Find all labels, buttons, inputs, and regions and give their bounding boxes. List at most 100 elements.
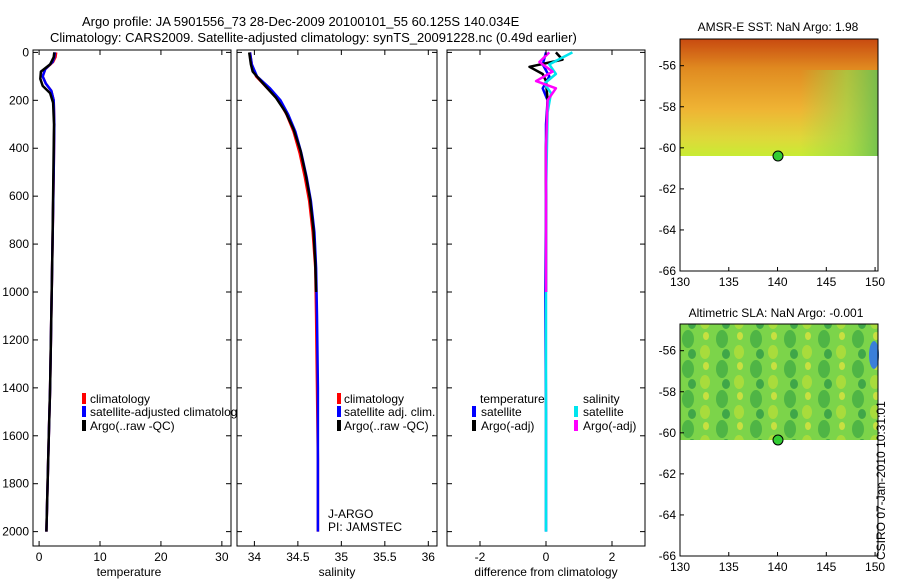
y-tick-label: -66 [659,264,677,278]
y-tick-label: 0 [22,45,29,59]
sst-map-frame [679,38,879,272]
title-line-2: Climatology: CARS2009. Satellite-adjuste… [50,30,577,45]
x-tick-label: 140 [768,560,788,574]
x-tick-label: 145 [816,560,836,574]
footer-stamp: CSIRO 07-Jan-2010 10:31:01 [874,401,888,560]
legend-label-climatology: climatology [344,392,404,406]
legend-swatch-temp-argo [472,420,476,431]
x-tick-label: 145 [816,275,836,289]
y-tick-label: 1400 [2,381,29,395]
salinity-lines [247,52,320,532]
sla-argo-marker [772,434,784,446]
sla-field [680,324,878,440]
legend-label-argo: Argo(..raw -QC) [344,419,429,433]
x-tick-label: -2 [475,550,486,564]
difference-ticks: -2 0 2 [447,50,645,564]
y-tick-label: -66 [659,549,677,563]
sla-map-ticks: 130 135 140 145 150 -56 -58 -60 -62 -64 -66 [659,344,886,574]
sla-map-title: Altimetric SLA: NaN Argo: -0.001 [689,306,864,320]
x-tick-label: 35.5 [373,550,397,564]
difference-panel: -2 0 2 difference from climatology tempera… [446,49,646,579]
legend-swatch-climatology [337,393,341,404]
legend-label-argo: Argo(..raw -QC) [90,419,175,433]
x-tick-label: 30 [215,550,229,564]
sla-map-panel: Altimetric SLA: NaN Argo: -0.001 130 135 1… [659,306,886,574]
x-tick-label: 2 [609,550,616,564]
y-tick-label: -60 [659,426,677,440]
sst-map-panel: AMSR-E SST: NaN Argo: 1.98 130 135 140 145 1… [659,20,886,289]
legend-label-temp-argo: Argo(-adj) [481,419,534,433]
legend-swatch-temp-satellite [472,406,476,417]
annotation-j-argo: J-ARGO [328,507,373,521]
y-tick-label: -62 [659,182,677,196]
legend-label-sal-argo: Argo(-adj) [583,419,636,433]
x-tick-label: 135 [719,560,739,574]
y-tick-label: 600 [9,189,29,203]
salinity-axes-box [236,49,438,547]
x-tick-label: 34.5 [286,550,310,564]
x-tick-label: 130 [670,560,690,574]
x-tick-label: 36 [422,550,436,564]
series-line-salinity-argo-adj [534,51,558,292]
y-tick-label: -60 [659,141,677,155]
x-tick-label: 135 [719,275,739,289]
legend-header-salinity: salinity [583,392,620,406]
y-tick-label: -58 [659,100,677,114]
sla-blue-patch [869,341,879,369]
temperature-ticks: 0 10 20 30 0 200 400 600 800 1000 1200 1400 1600 1800… [2,45,231,564]
difference-legend: temperature salinity satellite Argo(-adj… [472,392,636,433]
y-tick-label: 1200 [2,333,29,347]
difference-lines [528,51,573,532]
legend-swatch-satellite-adj [337,406,341,417]
sst-field-east [800,70,878,156]
sst-argo-marker [772,150,784,162]
temperature-lines [39,52,58,532]
y-tick-label: 2000 [2,525,29,539]
x-tick-label: 10 [93,550,107,564]
series-line-argo-raw-qc [39,52,56,532]
annotation-pi: PI: JAMSTEC [328,520,402,534]
x-tick-label: 0 [36,550,43,564]
sla-map-frame [679,323,879,557]
x-tick-label: 34 [248,550,262,564]
x-tick-label: 140 [768,275,788,289]
y-tick-label: 800 [9,237,29,251]
y-tick-label: -64 [659,223,677,237]
legend-swatch-sal-satellite [574,406,578,417]
salinity-panel: 34 34.5 35 35.5 36 salinity climatology sate… [236,49,438,579]
x-tick-label: 130 [670,275,690,289]
legend-swatch-argo [82,420,86,431]
legend-label-climatology: climatology [90,392,150,406]
y-tick-label: -58 [659,385,677,399]
legend-swatch-argo [337,420,341,431]
y-tick-label: 1000 [2,285,29,299]
y-tick-label: -56 [659,344,677,358]
legend-label-sal-satellite: satellite [583,405,624,419]
difference-xlabel: difference from climatology [474,565,617,579]
legend-swatch-sal-argo [574,420,578,431]
sst-map-ticks: 130 135 140 145 150 -56 -58 -60 -62 -64 -66 [659,59,886,289]
sst-map-title: AMSR-E SST: NaN Argo: 1.98 [698,20,859,34]
x-tick-label: 150 [865,560,885,574]
legend-header-temperature: temperature [480,392,545,406]
y-tick-label: -56 [659,59,677,73]
salinity-legend: climatology satellite adj. clim. Argo(..… [337,392,435,433]
temperature-panel: 0 10 20 30 0 200 400 600 800 1000 1200 1400 1600 1800… [2,45,237,579]
y-tick-label: 400 [9,141,29,155]
y-tick-label: 1600 [2,429,29,443]
temperature-xlabel: temperature [97,565,162,579]
x-tick-label: 20 [154,550,168,564]
temperature-axes-box [32,49,232,547]
x-tick-label: 150 [865,275,885,289]
temperature-legend: climatology satellite-adjusted climatolo… [82,392,237,433]
title-line-1: Argo profile: JA 5901556_73 28-Dec-2009 … [82,14,520,29]
x-tick-label: 0 [543,550,550,564]
y-tick-label: 200 [9,93,29,107]
legend-label-satellite-adj: satellite adj. clim. [344,405,435,419]
legend-swatch-satellite-adjusted [82,406,86,417]
legend-label-satellite-adjusted: satellite-adjusted climatolog [90,405,237,419]
legend-swatch-climatology [82,393,86,404]
series-line-argo-raw-qc [247,52,318,293]
y-tick-label: -62 [659,467,677,481]
